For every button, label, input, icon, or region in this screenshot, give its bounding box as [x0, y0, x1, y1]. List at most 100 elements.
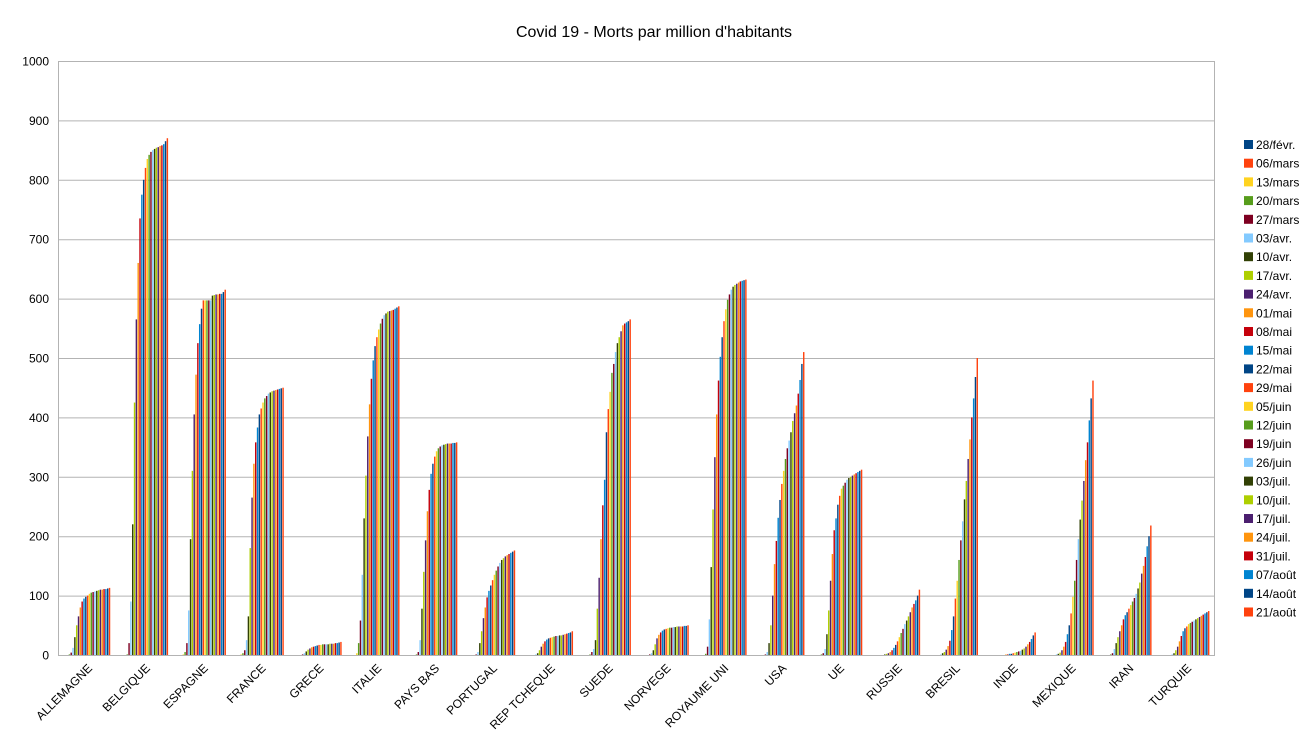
- bar: [1027, 644, 1029, 655]
- legend-swatch: [1244, 476, 1253, 486]
- bar: [1148, 536, 1150, 655]
- bar: [605, 432, 608, 655]
- bar: [392, 309, 395, 655]
- y-tick-labels: 0 100 200 300 400 500 600 700 800 900 1000: [22, 55, 49, 663]
- bar: [152, 150, 154, 655]
- bar: [842, 485, 845, 655]
- bar: [488, 590, 490, 655]
- bar: [672, 627, 675, 655]
- bar: [99, 589, 102, 655]
- bar: [826, 634, 828, 655]
- bar: [954, 598, 957, 655]
- bar: [249, 548, 251, 655]
- bar: [1202, 614, 1204, 655]
- bar: [378, 329, 380, 655]
- bar: [781, 483, 783, 655]
- bar: [1012, 653, 1014, 655]
- bar: [361, 574, 363, 655]
- bar: [1186, 626, 1188, 655]
- bar: [708, 619, 711, 655]
- bar: [454, 442, 456, 655]
- bar: [918, 589, 921, 655]
- x-category-label: PAYS BAS: [392, 661, 443, 712]
- bar: [1175, 650, 1177, 655]
- legend-swatch: [1244, 607, 1253, 617]
- bar: [368, 404, 371, 655]
- bar: [592, 649, 595, 655]
- bar: [737, 282, 740, 655]
- bar: [388, 311, 391, 655]
- x-category-label: ALLEMAGNE: [33, 661, 95, 723]
- bar: [486, 597, 488, 655]
- bar: [974, 377, 977, 655]
- legend-label: 03/avr.: [1256, 232, 1292, 246]
- y-tick-label: 0: [42, 649, 49, 663]
- bar: [309, 648, 311, 655]
- bar: [128, 643, 130, 655]
- bar: [714, 457, 716, 655]
- bar: [276, 389, 279, 655]
- bar: [784, 458, 787, 655]
- bar: [1075, 559, 1078, 655]
- bar: [730, 289, 732, 655]
- legend-label: 07/août: [1256, 568, 1297, 582]
- bar: [217, 294, 219, 655]
- bar: [267, 393, 270, 655]
- bar: [106, 588, 109, 655]
- bar: [833, 530, 835, 655]
- bar: [1055, 654, 1058, 655]
- bar: [502, 558, 505, 655]
- bar: [665, 628, 667, 655]
- bar: [482, 618, 485, 655]
- bar: [571, 631, 574, 655]
- legend-label: 24/juil.: [1256, 531, 1291, 545]
- bar: [611, 372, 613, 655]
- bar: [490, 585, 492, 655]
- bar: [86, 595, 89, 655]
- bar: [332, 643, 335, 655]
- bar: [132, 524, 134, 655]
- legend-swatch: [1244, 439, 1253, 449]
- bar: [1111, 653, 1114, 655]
- bar: [909, 612, 912, 655]
- bar: [415, 654, 418, 655]
- bar: [493, 574, 496, 655]
- legend-swatch: [1244, 551, 1253, 561]
- x-category-label: USA: [762, 661, 789, 688]
- bar: [455, 442, 458, 655]
- bar: [797, 393, 799, 655]
- bar: [786, 448, 789, 655]
- bar: [222, 292, 225, 655]
- bar: [659, 632, 662, 655]
- legend-label: 03/juil.: [1256, 475, 1291, 489]
- bar: [244, 650, 246, 655]
- bar: [904, 624, 906, 655]
- bar: [144, 167, 147, 656]
- bar: [893, 647, 895, 655]
- legend-label: 17/juil.: [1256, 512, 1291, 526]
- legend-swatch: [1244, 289, 1253, 299]
- bar: [1176, 646, 1179, 655]
- bar: [446, 443, 449, 655]
- bar: [618, 337, 620, 655]
- bar: [801, 363, 803, 655]
- bar: [967, 458, 969, 655]
- bar: [951, 630, 953, 655]
- x-category-label: FRANCE: [224, 661, 269, 706]
- bar: [419, 640, 421, 655]
- bar: [770, 625, 772, 655]
- bar: [325, 644, 328, 655]
- bar: [96, 590, 98, 655]
- bar: [155, 147, 158, 655]
- bar: [1079, 519, 1081, 655]
- bar: [963, 499, 966, 655]
- bar: [1137, 588, 1139, 655]
- bar: [905, 620, 908, 655]
- bar: [1178, 641, 1181, 655]
- x-category-label: GRECE: [286, 661, 326, 701]
- bar: [680, 626, 682, 655]
- bar: [428, 489, 430, 655]
- bar: [208, 300, 210, 655]
- bar: [624, 323, 626, 655]
- bar: [198, 324, 201, 655]
